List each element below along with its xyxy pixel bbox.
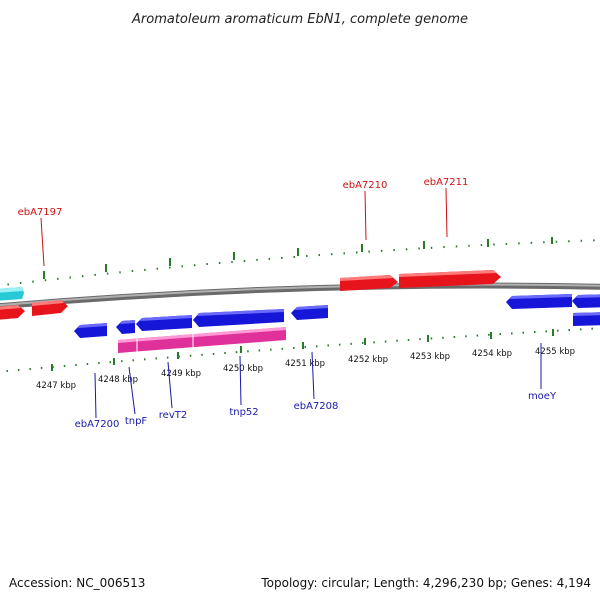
scale-label: 4253 kbp bbox=[410, 352, 450, 362]
scale-label: 4254 kbp bbox=[472, 349, 512, 359]
scale-label: 4247 kbp bbox=[36, 381, 76, 391]
gene-label-ebA7210: ebA7210 bbox=[343, 180, 388, 191]
genome-summary-text: Topology: circular; Length: 4,296,230 bp… bbox=[260, 576, 591, 590]
forward-strand-genes bbox=[0, 270, 501, 320]
upper-tick-track bbox=[0, 239, 600, 287]
top-label-leaders bbox=[40, 187, 448, 267]
scale-labels: 4247 kbp 4248 kbp 4249 kbp 4250 kbp 4251… bbox=[36, 347, 575, 391]
scale-label: 4251 kbp bbox=[285, 359, 325, 369]
upper-major-ticks bbox=[43, 237, 553, 279]
forward-gene bbox=[0, 305, 25, 320]
reverse-gene bbox=[74, 323, 107, 338]
gene-label-ebA7208: ebA7208 bbox=[294, 401, 339, 412]
gene-label-tnp52: tnp52 bbox=[229, 407, 258, 418]
scale-label: 4248 kbp bbox=[98, 375, 138, 385]
reverse-gene bbox=[116, 320, 135, 334]
scale-label: 4249 kbp bbox=[161, 369, 201, 379]
rna-feature bbox=[118, 327, 286, 353]
forward-gene bbox=[32, 300, 68, 316]
reverse-gene bbox=[291, 305, 328, 320]
mobile-element-gene bbox=[0, 287, 24, 301]
gene-label-ebA7211: ebA7211 bbox=[424, 177, 469, 188]
reverse-strand-genes bbox=[74, 294, 600, 338]
genome-backbone bbox=[0, 282, 600, 310]
scale-label: 4255 kbp bbox=[535, 347, 575, 357]
reverse-gene bbox=[506, 294, 572, 309]
top-gene-labels: ebA7197 ebA7210 ebA7211 bbox=[18, 177, 469, 218]
reverse-gene bbox=[572, 294, 600, 308]
gene-label-moeY: moeY bbox=[528, 391, 557, 402]
gene-label-ebA7200: ebA7200 bbox=[75, 419, 120, 430]
gene-label-revT2: revT2 bbox=[159, 410, 187, 421]
genome-backbone-highlight bbox=[0, 283, 600, 307]
reverse-gene bbox=[136, 315, 192, 331]
gene-label-tnpF: tnpF bbox=[125, 416, 148, 427]
bottom-label-leaders bbox=[94, 343, 542, 419]
gene-label-ebA7197: ebA7197 bbox=[18, 207, 63, 218]
bottom-gene-labels: ebA7200 tnpF revT2 tnp52 ebA7208 moeY bbox=[75, 391, 557, 430]
lower-major-ticks bbox=[51, 329, 554, 371]
accession-text: Accession: NC_006513 bbox=[9, 576, 145, 590]
scale-label: 4250 kbp bbox=[223, 364, 263, 374]
reverse-gene bbox=[193, 309, 284, 327]
forward-gene bbox=[399, 270, 501, 288]
reverse-gene bbox=[573, 312, 600, 326]
forward-gene bbox=[340, 275, 398, 291]
map-title: Aromatoleum aromaticum EbN1, complete ge… bbox=[131, 12, 468, 27]
scale-label: 4252 kbp bbox=[348, 355, 388, 365]
